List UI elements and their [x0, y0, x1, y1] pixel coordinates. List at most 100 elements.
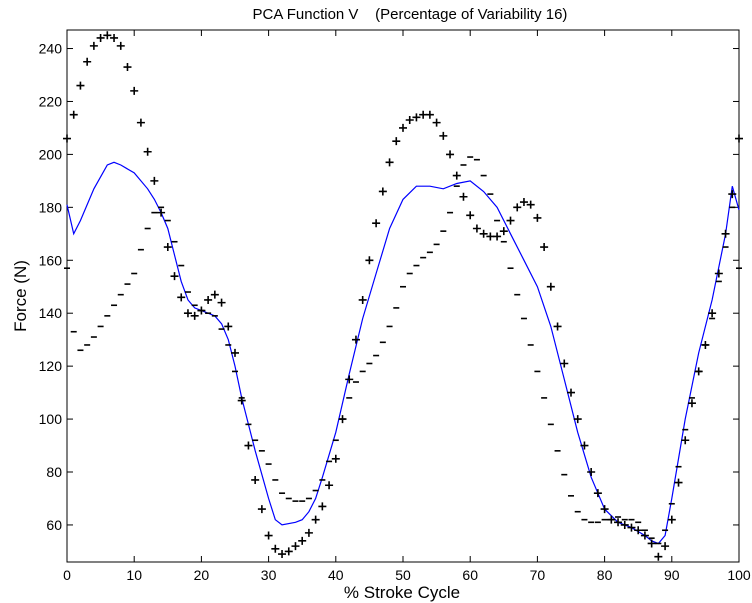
plus-marker-point — [452, 171, 461, 180]
x-tick-label: 0 — [63, 567, 71, 583]
plus-marker-point — [204, 295, 213, 304]
plus-marker-point — [63, 134, 71, 143]
plus-marker-point — [405, 115, 414, 124]
plus-marker-point — [83, 57, 92, 66]
plus-marker-point — [318, 502, 327, 511]
x-axis-title: % Stroke Cycle — [344, 583, 460, 602]
x-tick-label: 60 — [462, 567, 478, 583]
plus-marker-point — [546, 282, 555, 291]
plus-marker-point — [96, 33, 105, 42]
plus-marker-point — [533, 213, 542, 222]
plus-marker-point — [714, 269, 723, 278]
y-tick-label: 220 — [39, 93, 63, 109]
plus-marker-point — [103, 31, 112, 40]
y-tick-label: 60 — [46, 517, 62, 533]
y-tick-label: 180 — [39, 199, 63, 215]
plus-marker-point — [351, 335, 360, 344]
plot-area: 0 10 20 30 40 50 60 70 80 90 100 60 80 100 120 140 160 18… — [39, 29, 751, 583]
plus-marker-point — [76, 81, 85, 90]
plus-marker-point — [667, 515, 676, 524]
plus-marker-point — [560, 359, 569, 368]
x-tick-label: 100 — [727, 567, 751, 583]
plus-marker-point — [466, 211, 475, 220]
plus-marker-point — [358, 295, 367, 304]
y-axis-title: Force (N) — [11, 260, 30, 332]
plus-marker-point — [526, 200, 535, 209]
plus-marker-point — [150, 176, 159, 185]
plus-marker-point — [439, 131, 448, 140]
plus-marker-point — [311, 515, 320, 524]
plus-marker-point — [567, 388, 575, 397]
plus-marker-point — [190, 311, 199, 320]
plus-marker-point — [271, 544, 280, 553]
plus-marker-point — [687, 399, 696, 408]
plus-marker-point — [123, 63, 132, 72]
plus-marker-point — [217, 298, 226, 307]
plus-marker-point — [674, 478, 683, 487]
plus-marker-point — [304, 528, 313, 537]
plus-marker-point — [257, 505, 266, 514]
plus-marker-point — [284, 547, 293, 556]
plus-marker-point — [385, 158, 394, 167]
plus-marker-point — [593, 489, 602, 498]
plus-marker-point — [170, 272, 179, 281]
mean-curve-line — [66, 161, 740, 545]
y-tick-label: 200 — [39, 146, 63, 162]
plus-marker-point — [735, 134, 743, 143]
plus-marker-point — [446, 150, 455, 159]
plus-marker-point — [244, 441, 253, 450]
plus-marker-point — [493, 232, 502, 241]
plus-marker-point — [130, 86, 139, 95]
plus-marker-point — [183, 309, 192, 318]
plus-marker-point — [587, 468, 596, 477]
y-tick-label: 120 — [39, 358, 63, 374]
plus-marker-point — [620, 520, 629, 529]
plus-marker-point — [378, 187, 387, 196]
plus-marker-point — [210, 290, 219, 299]
x-tick-label: 30 — [261, 567, 277, 583]
plus-marker-point — [110, 33, 119, 42]
y-tick-label: 240 — [39, 41, 63, 57]
plus-marker-point — [224, 322, 233, 331]
plus-marker-point — [298, 536, 307, 545]
plus-marker-point — [89, 41, 98, 50]
x-tick-label: 10 — [126, 567, 142, 583]
plus-marker-point — [728, 190, 737, 199]
plus-marker-point — [614, 518, 623, 527]
plus-marker-point — [459, 192, 468, 201]
plus-marker-point — [432, 118, 441, 127]
plus-marker-point — [392, 137, 401, 146]
plus-marker-point — [580, 441, 589, 450]
plus-marker-point — [116, 41, 125, 50]
plus-marker-point — [419, 110, 428, 119]
plus-marker-point — [365, 256, 374, 265]
plus-marker-point — [264, 531, 273, 540]
x-tick-label: 80 — [597, 567, 613, 583]
x-tick-label: 50 — [395, 567, 411, 583]
plus-marker-point — [163, 243, 172, 252]
plus-marker-point — [513, 203, 522, 212]
plus-marker-point — [681, 436, 690, 445]
plus-marker-point — [69, 110, 78, 119]
plus-marker-point — [325, 481, 334, 490]
plus-marker-point — [499, 227, 508, 236]
plus-marker-point — [519, 198, 528, 207]
plus-marker-point — [640, 531, 649, 540]
plus-marker-point — [486, 232, 495, 241]
plus-marker-point — [157, 208, 166, 217]
plus-marker-point — [553, 322, 562, 331]
plus-marker-point — [177, 293, 186, 302]
chart-title: PCA Function V (Percentage of Variabilit… — [253, 6, 568, 23]
plus-marker-point — [278, 550, 287, 559]
plus-marker-point — [372, 219, 381, 228]
plus-marker-point — [136, 118, 145, 127]
plus-marker-point — [345, 375, 354, 384]
y-tick-label: 100 — [39, 411, 63, 427]
plus-marker-point — [654, 552, 663, 561]
plus-marker-point — [399, 123, 407, 132]
plus-marker-point — [412, 113, 421, 122]
plus-marker-point — [540, 243, 549, 252]
plus-marker-point — [721, 229, 730, 238]
plus-marker-point — [506, 216, 515, 225]
